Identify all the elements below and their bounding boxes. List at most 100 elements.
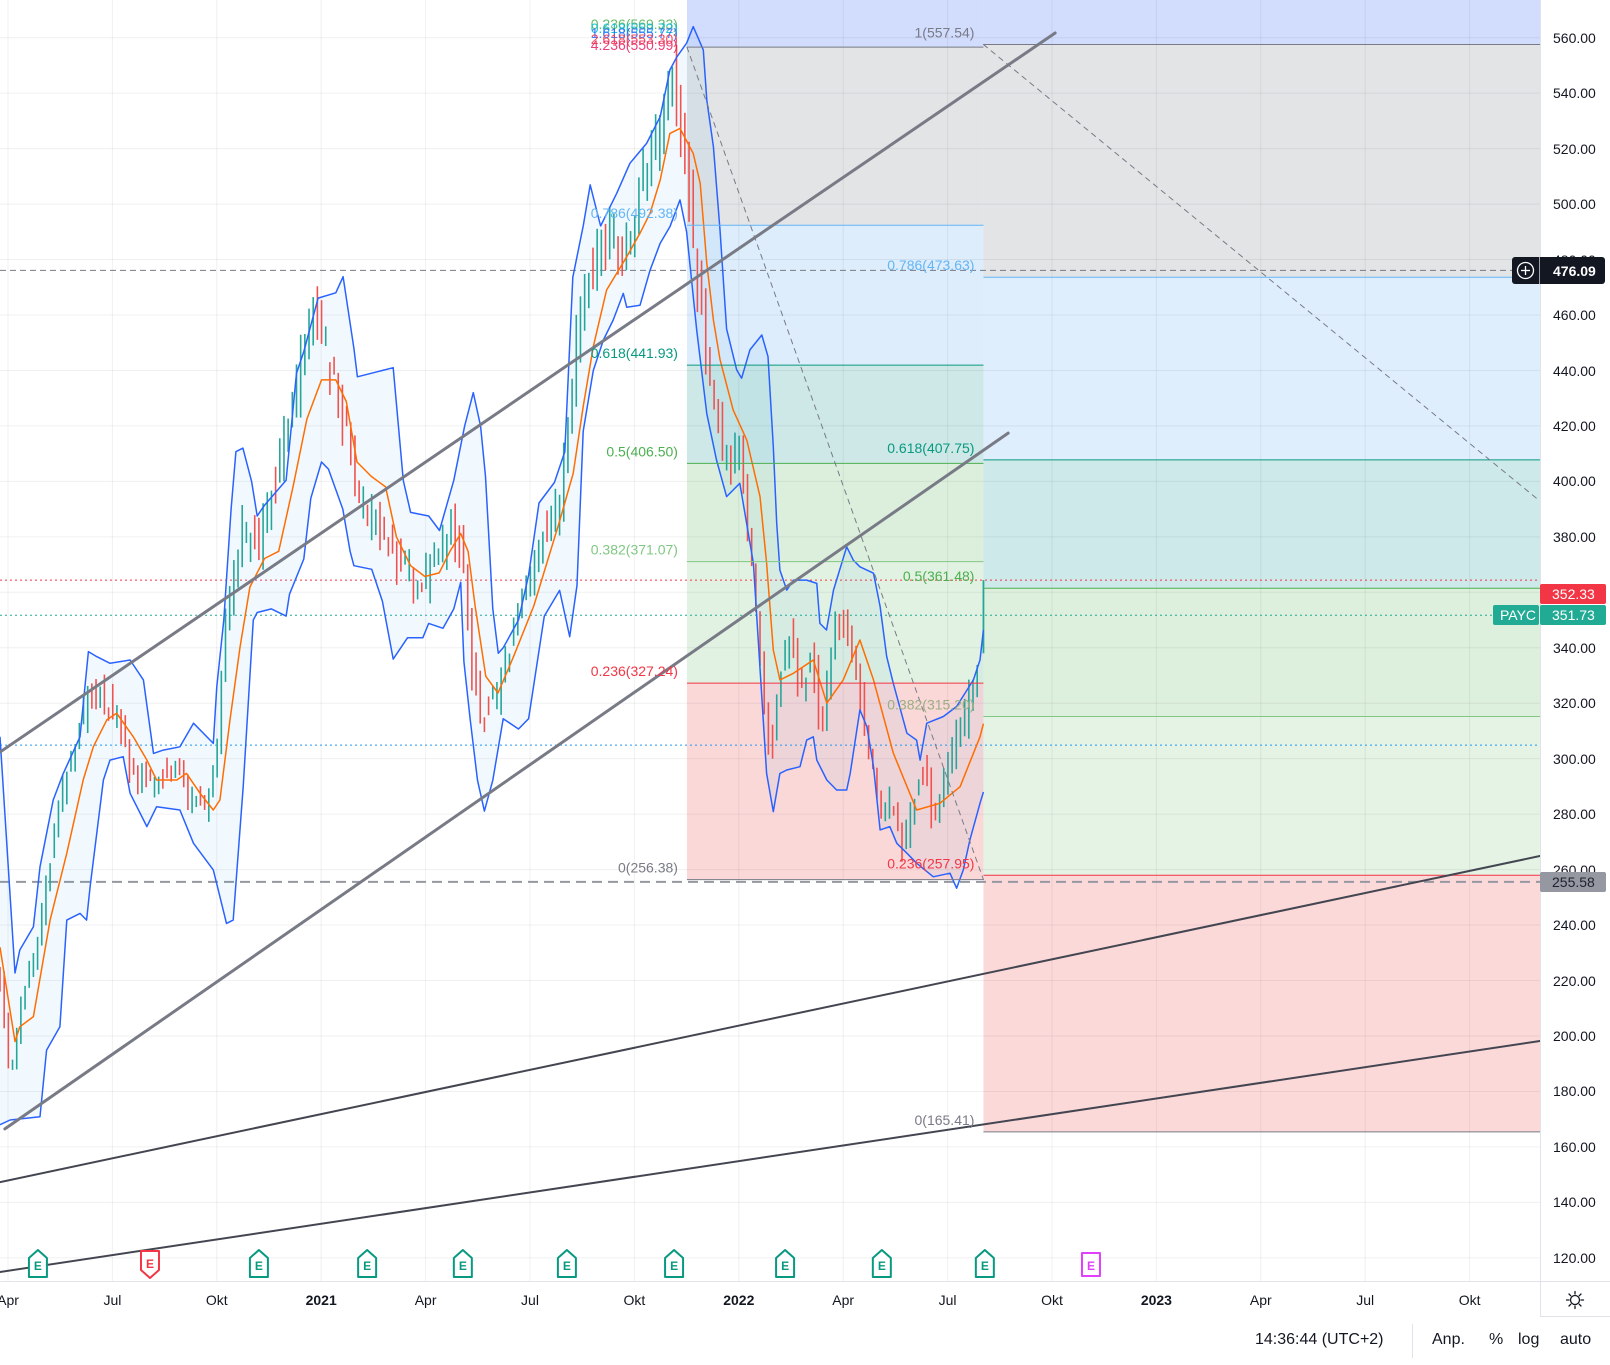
earnings-marker-shape: [1080, 1252, 1101, 1277]
earnings-marker-shape: [248, 1249, 269, 1278]
ma-line: [0, 127, 985, 1043]
earnings-marker-shape: [974, 1249, 995, 1278]
upper-channel-line[interactable]: [0, 31, 1057, 754]
earnings-marker-label: E: [34, 1259, 42, 1273]
price-tick-label: 320.00: [1553, 695, 1596, 712]
fib-extension-label: 0.618(559.72): [591, 20, 678, 36]
earnings-marker-beat[interactable]: E: [664, 1249, 685, 1278]
red-price-badge: 352.33: [1540, 584, 1606, 604]
price-tick-label: 380.00: [1553, 528, 1596, 545]
fib-level-label: 0.618(407.75): [887, 440, 974, 456]
fib-zone: [983, 44, 1540, 278]
time-tick-label: Jul: [103, 1292, 122, 1308]
gear-icon[interactable]: [1565, 1290, 1585, 1310]
indicator-lines-layer: [0, 25, 985, 1126]
price-tick-label: 400.00: [1553, 473, 1596, 490]
earnings-marker-shape: [871, 1249, 892, 1278]
fib-levels-layer: [686, 44, 1540, 1133]
fib-labels-layer: 0.786(492.38) 0.618(441.93) 0.5(406.50) 0.3…: [591, 16, 975, 1128]
earnings-marker-beat[interactable]: E: [357, 1249, 378, 1278]
fib-zone: [686, 683, 984, 880]
price-tick-label: 240.00: [1553, 917, 1596, 934]
plus-circle-icon[interactable]: [1515, 260, 1536, 281]
earnings-marker-label: E: [146, 1257, 154, 1271]
fib-zone: [686, 0, 984, 48]
horizontal-line-price-badge: 255.58: [1540, 872, 1606, 892]
fib-level-label: 0.236(327.24): [591, 663, 678, 679]
fib-level-label: 0.5(406.50): [606, 443, 678, 459]
earnings-marker-beat[interactable]: E: [871, 1249, 892, 1278]
price-axis[interactable]: 560.00540.00520.00500.00480.00460.00440.…: [1540, 0, 1610, 1281]
time-tick-label: Apr: [0, 1292, 19, 1308]
earnings-marker-label: E: [670, 1259, 678, 1273]
status-bar-divider: [1412, 1324, 1413, 1358]
price-tick-label: 300.00: [1553, 750, 1596, 767]
earnings-marker-label: E: [781, 1259, 789, 1273]
fib-zone: [983, 588, 1540, 717]
fib-extension-label: 1.618(555.77): [591, 25, 678, 41]
earnings-marker-shape: [357, 1249, 378, 1278]
badge-divider: [1539, 257, 1540, 284]
long-support-line[interactable]: [0, 855, 1540, 1184]
earnings-marker-shape: [664, 1249, 685, 1278]
fib-zones-layer: [686, 0, 1540, 1132]
fib-zone: [983, 0, 1540, 45]
axis-corner: [1540, 1281, 1610, 1317]
earnings-marker-beat[interactable]: E: [775, 1249, 796, 1278]
clock-timezone-button[interactable]: 14:36:44 (UTC+2): [1255, 1331, 1384, 1348]
adjust-data-toggle[interactable]: Anp.: [1432, 1331, 1465, 1348]
earnings-marker-beat[interactable]: E: [27, 1249, 48, 1278]
earnings-marker-shape: [452, 1249, 473, 1278]
earnings-marker-label: E: [878, 1259, 886, 1273]
time-tick-label: Apr: [832, 1292, 855, 1308]
time-tick-label: Apr: [414, 1292, 437, 1308]
fib-level-label: 0.786(492.38): [591, 205, 678, 221]
fib-extension-label: 0.236(569.33): [591, 16, 678, 32]
earnings-marker-beat[interactable]: E: [452, 1249, 473, 1278]
earnings-marker-beat[interactable]: E: [556, 1249, 577, 1278]
fib-extension-label: 4.236(550.99): [591, 37, 678, 53]
bb-lower-line: [0, 199, 985, 1126]
time-axis[interactable]: Apr Jul Okt 2021 Apr Jul Okt 2022 Apr Jul Okt 2023 A…: [0, 1281, 1540, 1319]
price-tick-label: 140.00: [1553, 1194, 1596, 1211]
earnings-marker-shape: [139, 1250, 160, 1279]
fib-zone: [983, 277, 1540, 460]
time-tick-label: 2022: [723, 1292, 755, 1308]
fib-zone: [686, 47, 984, 226]
chart-pane[interactable]: 0.786(492.38) 0.618(441.93) 0.5(406.50) 0.3…: [0, 0, 1540, 1281]
fib-level-label: 0(256.38): [618, 860, 678, 876]
time-tick-label: Jul: [1356, 1292, 1375, 1308]
earnings-marker-miss[interactable]: E: [139, 1250, 160, 1279]
lower-channel-line[interactable]: [3, 431, 1010, 1131]
time-tick-label: Apr: [1249, 1292, 1272, 1308]
lower-support-line[interactable]: [0, 1039, 1540, 1273]
price-tick-label: 340.00: [1553, 639, 1596, 656]
fib-left-trend-dashed[interactable]: [686, 46, 984, 881]
fib-zone: [686, 463, 984, 562]
log-scale-toggle[interactable]: log: [1518, 1331, 1540, 1348]
bb-upper-line: [0, 25, 985, 974]
fib-right-trend-dashed[interactable]: [982, 44, 1540, 502]
grid-layer: [0, 0, 1540, 1281]
price-tick-label: 520.00: [1553, 140, 1596, 157]
earnings-marker-label: E: [255, 1259, 263, 1273]
price-tick-label: 560.00: [1553, 29, 1596, 46]
fib-level-label: 0.5(361.48): [903, 568, 975, 584]
earnings-marker-label: E: [1087, 1259, 1095, 1273]
earnings-marker-label: E: [563, 1259, 571, 1273]
percent-scale-toggle[interactable]: %: [1489, 1331, 1504, 1348]
time-tick-label: 2023: [1140, 1292, 1172, 1308]
fib-zone: [686, 225, 984, 366]
earnings-marker-upcoming[interactable]: E: [1080, 1252, 1101, 1277]
chart-canvas[interactable]: 0.786(492.38) 0.618(441.93) 0.5(406.50) 0.3…: [0, 0, 1540, 1281]
fib-level-label: 0.382(315.20): [887, 697, 974, 713]
fib-level-label: 0.382(371.07): [591, 542, 678, 558]
auto-scale-toggle[interactable]: auto: [1560, 1331, 1592, 1348]
time-tick-label: Okt: [205, 1292, 228, 1308]
time-tick-label: Jul: [938, 1292, 957, 1308]
earnings-marker-beat[interactable]: E: [248, 1249, 269, 1278]
crosshair-price-badge: 476.09: [1512, 257, 1605, 284]
price-tick-label: 500.00: [1553, 196, 1596, 213]
earnings-marker-beat[interactable]: E: [974, 1249, 995, 1278]
fib-level-label: 0.786(473.63): [887, 257, 974, 273]
